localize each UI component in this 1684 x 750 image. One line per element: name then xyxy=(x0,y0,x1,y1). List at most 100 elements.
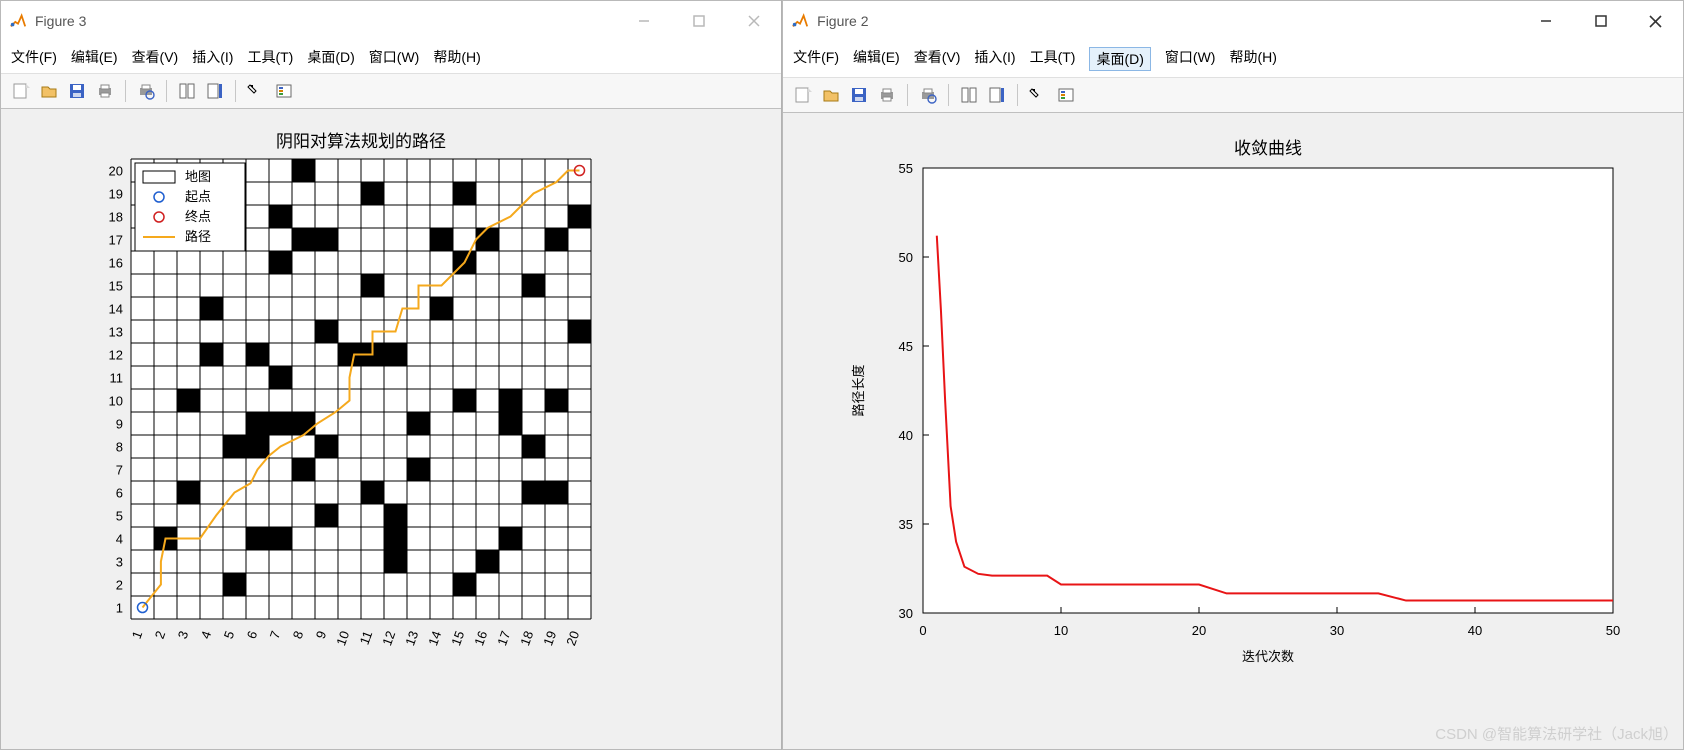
svg-text:20: 20 xyxy=(563,629,582,648)
svg-text:5: 5 xyxy=(116,509,123,524)
svg-text:1: 1 xyxy=(129,629,146,641)
colorbar-icon[interactable] xyxy=(983,82,1011,108)
minimize-button-fig2[interactable] xyxy=(1518,1,1573,41)
svg-text:16: 16 xyxy=(109,256,123,271)
svg-text:2: 2 xyxy=(116,578,123,593)
menubar-fig2: 文件(F) 编辑(E) 查看(V) 插入(I) 工具(T) 桌面(D) 窗口(W… xyxy=(783,41,1683,78)
svg-text:13: 13 xyxy=(402,629,421,648)
colorbar-icon[interactable] xyxy=(201,78,229,104)
title-text-fig2: Figure 2 xyxy=(817,13,1518,29)
svg-text:0: 0 xyxy=(919,623,926,638)
svg-text:4: 4 xyxy=(116,532,123,547)
svg-text:1: 1 xyxy=(116,601,123,616)
svg-text:地图: 地图 xyxy=(185,169,211,184)
titlebar-fig2[interactable]: Figure 2 xyxy=(783,1,1683,41)
svg-text:17: 17 xyxy=(494,629,513,648)
print-icon[interactable] xyxy=(91,78,119,104)
close-button-fig3[interactable] xyxy=(726,1,781,41)
watermark: CSDN @智能算法研学社（Jack旭） xyxy=(1435,723,1678,744)
axes-fig2: 01020304050303540455055收敛曲线迭代次数路径长度 xyxy=(783,113,1683,749)
figure2-window: Figure 2 文件(F) 编辑(E) 查看(V) 插入(I) 工具(T) 桌… xyxy=(782,0,1684,750)
menu-help[interactable]: 帮助(H) xyxy=(433,47,480,67)
new-figure-icon[interactable] xyxy=(7,78,35,104)
svg-text:10: 10 xyxy=(1054,623,1068,638)
svg-text:12: 12 xyxy=(109,348,123,363)
svg-text:9: 9 xyxy=(313,629,330,641)
svg-text:16: 16 xyxy=(471,629,490,648)
titlebar-fig3[interactable]: Figure 3 xyxy=(1,1,781,41)
new-figure-icon[interactable] xyxy=(789,82,817,108)
menu-file[interactable]: 文件(F) xyxy=(11,47,57,67)
close-button-fig2[interactable] xyxy=(1628,1,1683,41)
save-icon[interactable] xyxy=(63,78,91,104)
edit-plot-icon[interactable] xyxy=(1024,82,1052,108)
menu-view[interactable]: 查看(V) xyxy=(132,47,179,67)
svg-text:13: 13 xyxy=(109,325,123,340)
menu-window[interactable]: 窗口(W) xyxy=(369,47,420,67)
open-icon[interactable] xyxy=(817,82,845,108)
link-plots-icon[interactable] xyxy=(173,78,201,104)
svg-text:40: 40 xyxy=(1468,623,1482,638)
svg-text:35: 35 xyxy=(899,517,913,532)
svg-text:14: 14 xyxy=(425,629,444,648)
axes-fig3: 1234567891011121314151617181920123456789… xyxy=(1,109,781,749)
menu-desktop[interactable]: 桌面(D) xyxy=(1089,47,1150,71)
menu-tools[interactable]: 工具(T) xyxy=(1030,47,1076,71)
menu-window[interactable]: 窗口(W) xyxy=(1165,47,1216,71)
svg-text:18: 18 xyxy=(109,210,123,225)
svg-text:5: 5 xyxy=(221,629,238,641)
open-icon[interactable] xyxy=(35,78,63,104)
link-plots-icon[interactable] xyxy=(955,82,983,108)
svg-text:10: 10 xyxy=(333,629,352,648)
svg-text:3: 3 xyxy=(175,629,192,641)
edit-plot-icon[interactable] xyxy=(242,78,270,104)
svg-text:迭代次数: 迭代次数 xyxy=(1242,649,1294,664)
maximize-button-fig3[interactable] xyxy=(671,1,726,41)
svg-text:收敛曲线: 收敛曲线 xyxy=(1234,139,1302,158)
svg-text:终点: 终点 xyxy=(185,209,211,224)
svg-text:3: 3 xyxy=(116,555,123,570)
svg-text:10: 10 xyxy=(109,394,123,409)
menu-tools[interactable]: 工具(T) xyxy=(247,47,293,67)
insert-legend-icon[interactable] xyxy=(1052,82,1080,108)
menu-file[interactable]: 文件(F) xyxy=(793,47,839,71)
svg-text:14: 14 xyxy=(109,302,123,317)
svg-text:19: 19 xyxy=(540,629,559,648)
svg-text:15: 15 xyxy=(448,629,467,648)
svg-text:4: 4 xyxy=(198,629,215,641)
maximize-button-fig2[interactable] xyxy=(1573,1,1628,41)
svg-text:15: 15 xyxy=(109,279,123,294)
menu-edit[interactable]: 编辑(E) xyxy=(853,47,900,71)
svg-text:17: 17 xyxy=(109,233,123,248)
svg-text:起点: 起点 xyxy=(185,189,211,204)
svg-text:20: 20 xyxy=(109,164,123,179)
print-preview-icon[interactable] xyxy=(132,78,160,104)
menu-desktop[interactable]: 桌面(D) xyxy=(307,47,354,67)
svg-text:阴阳对算法规划的路径: 阴阳对算法规划的路径 xyxy=(276,132,446,151)
matlab-icon xyxy=(9,12,27,30)
svg-text:30: 30 xyxy=(1330,623,1344,638)
svg-text:7: 7 xyxy=(267,629,284,641)
menu-edit[interactable]: 编辑(E) xyxy=(71,47,118,67)
print-icon[interactable] xyxy=(873,82,901,108)
figure3-window: Figure 3 文件(F) 编辑(E) 查看(V) 插入(I) 工具(T) 桌… xyxy=(0,0,782,750)
minimize-button-fig3[interactable] xyxy=(616,1,671,41)
menu-view[interactable]: 查看(V) xyxy=(914,47,961,71)
toolbar-fig2 xyxy=(783,78,1683,113)
svg-text:12: 12 xyxy=(379,629,398,648)
svg-text:路径: 路径 xyxy=(185,229,211,244)
insert-legend-icon[interactable] xyxy=(270,78,298,104)
svg-text:路径长度: 路径长度 xyxy=(851,364,866,416)
menubar-fig3: 文件(F) 编辑(E) 查看(V) 插入(I) 工具(T) 桌面(D) 窗口(W… xyxy=(1,41,781,74)
svg-text:18: 18 xyxy=(517,629,536,648)
svg-text:50: 50 xyxy=(899,250,913,265)
menu-help[interactable]: 帮助(H) xyxy=(1229,47,1276,71)
svg-text:55: 55 xyxy=(899,161,913,176)
svg-text:11: 11 xyxy=(357,629,376,647)
save-icon[interactable] xyxy=(845,82,873,108)
print-preview-icon[interactable] xyxy=(914,82,942,108)
menu-insert[interactable]: 插入(I) xyxy=(192,47,233,67)
svg-text:50: 50 xyxy=(1606,623,1620,638)
svg-text:6: 6 xyxy=(244,629,261,641)
menu-insert[interactable]: 插入(I) xyxy=(974,47,1015,71)
